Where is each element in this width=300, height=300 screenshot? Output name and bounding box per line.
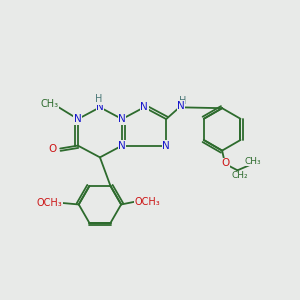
Text: N: N bbox=[96, 102, 104, 112]
Text: O: O bbox=[49, 143, 57, 154]
Text: N: N bbox=[118, 141, 126, 151]
Text: CH₃: CH₃ bbox=[244, 157, 261, 166]
Text: H: H bbox=[179, 96, 186, 106]
Text: N: N bbox=[140, 102, 148, 112]
Text: CH₃: CH₃ bbox=[40, 99, 58, 110]
Text: O: O bbox=[221, 158, 230, 168]
Text: N: N bbox=[162, 141, 170, 151]
Text: OCH₃: OCH₃ bbox=[135, 196, 161, 206]
Text: H: H bbox=[95, 94, 102, 104]
Text: CH₂: CH₂ bbox=[232, 171, 248, 180]
Text: OCH₃: OCH₃ bbox=[36, 198, 62, 208]
Text: N: N bbox=[74, 114, 82, 124]
Text: N: N bbox=[118, 114, 126, 124]
Text: N: N bbox=[177, 101, 185, 111]
